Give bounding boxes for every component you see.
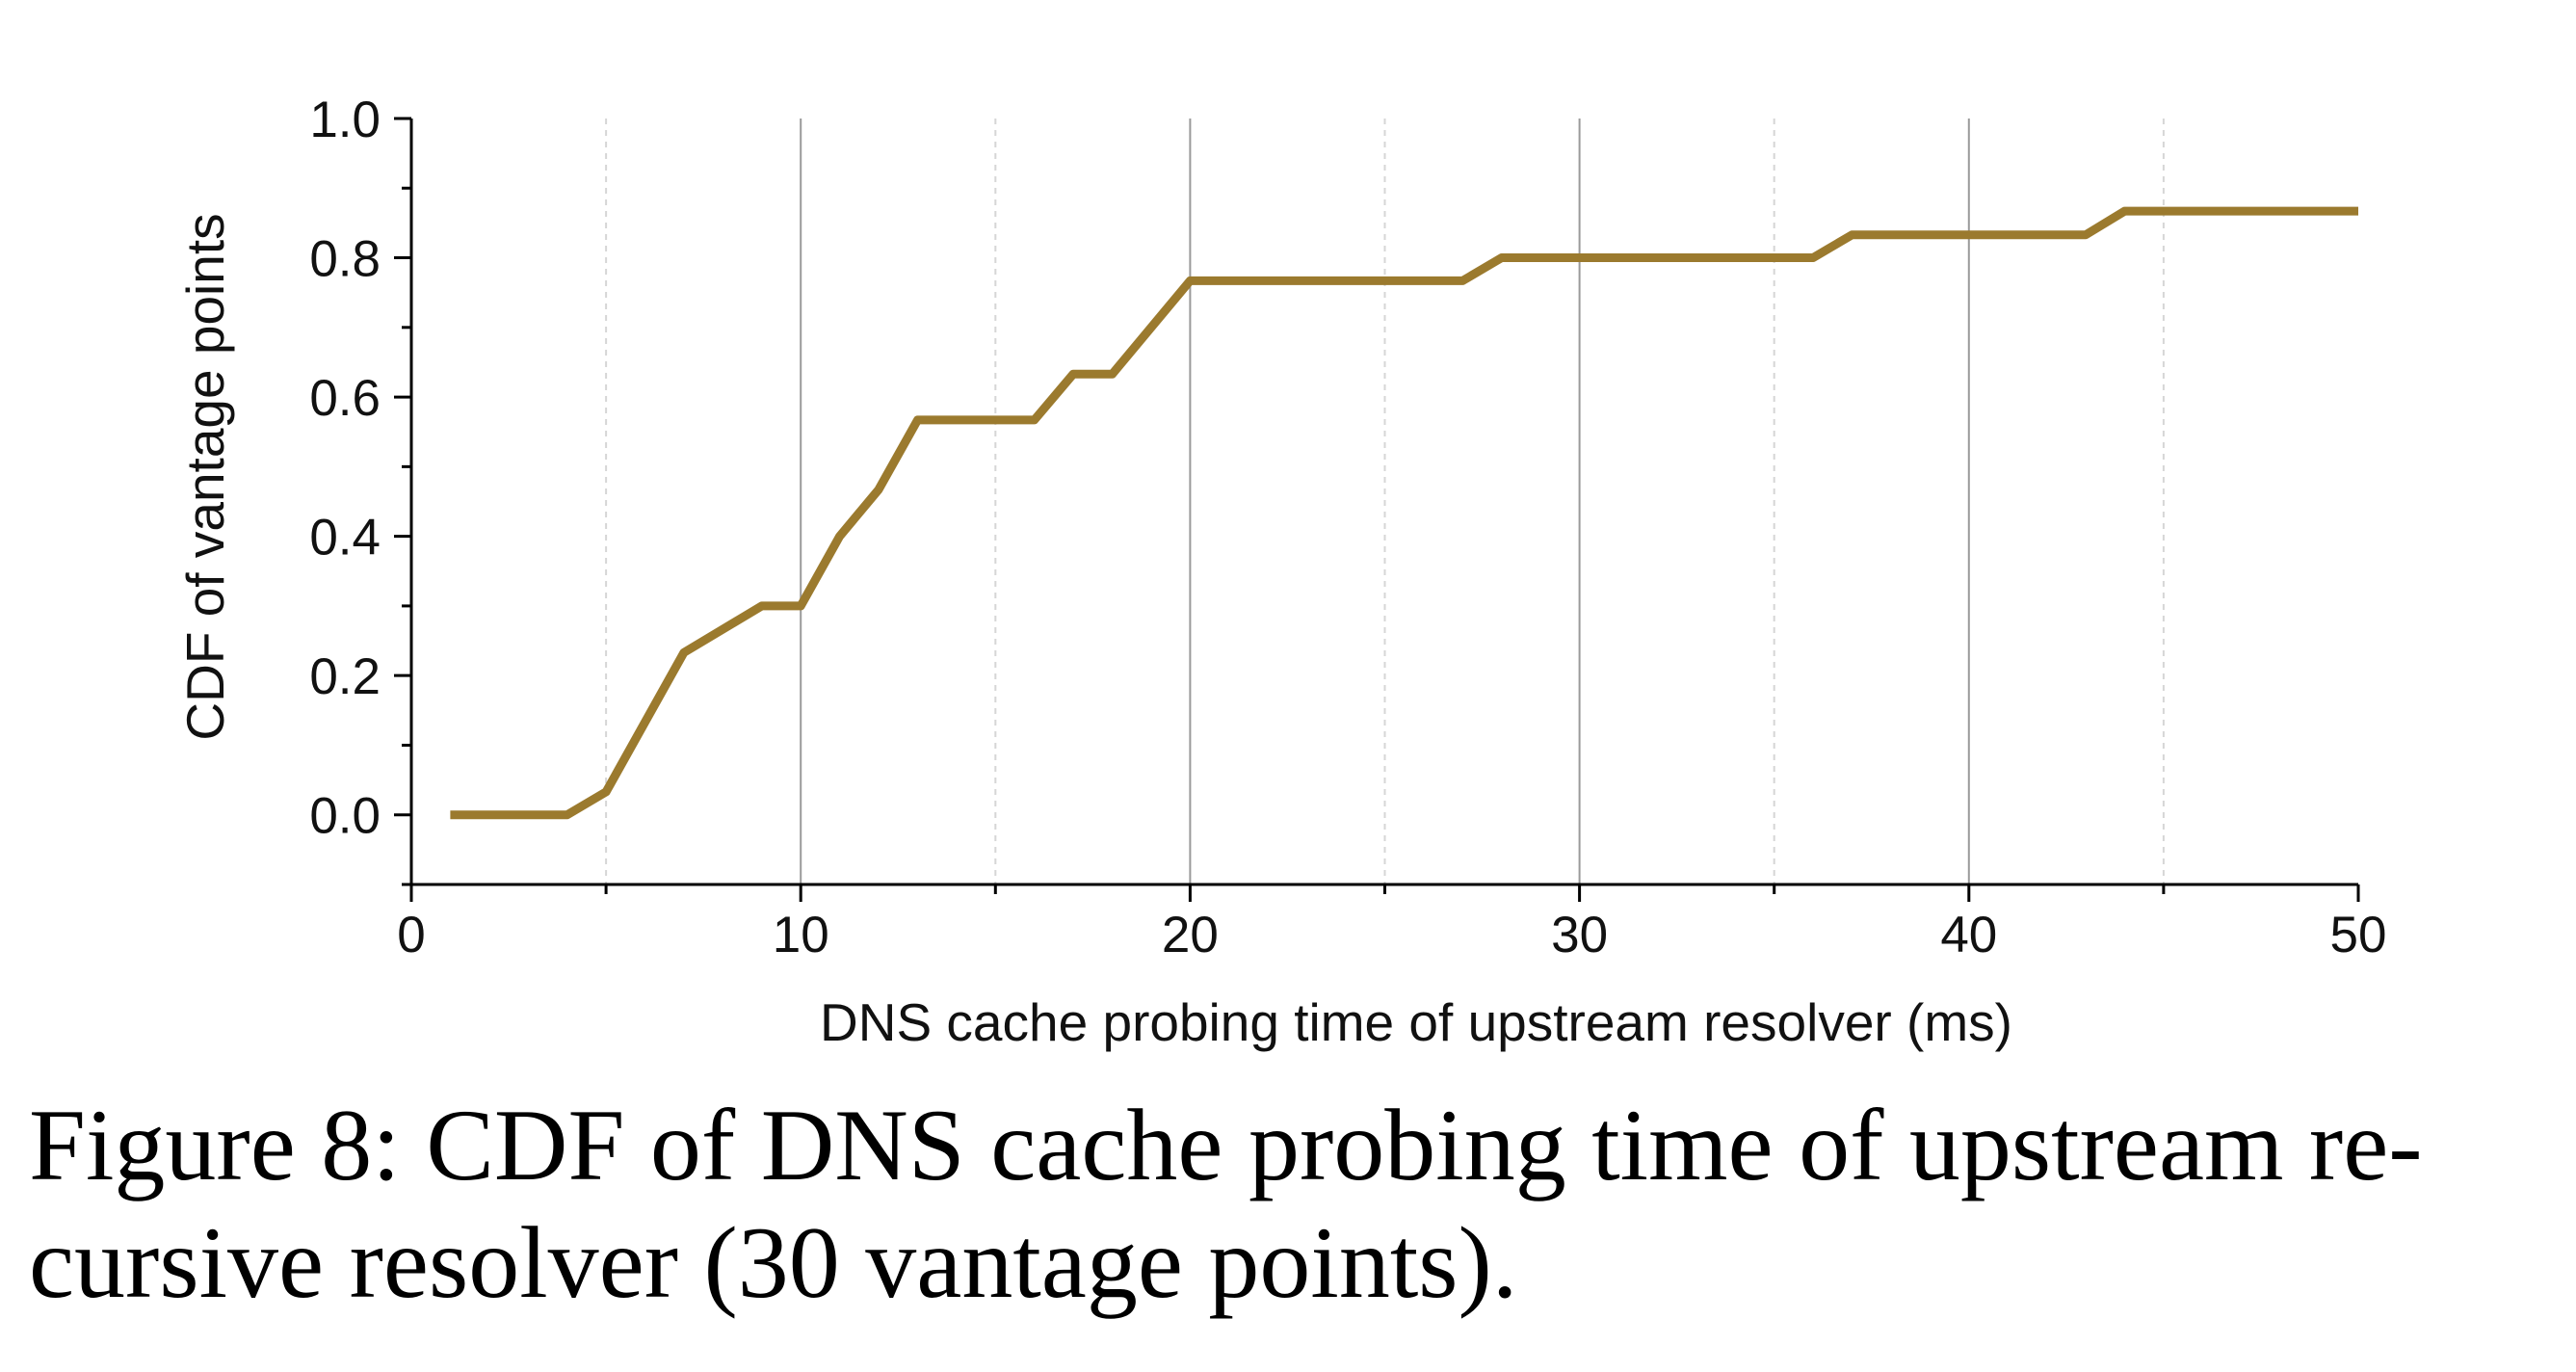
data-point: [683, 652, 684, 653]
figure-caption: Figure 8: CDF of DNS cache probing time …: [29, 1087, 2543, 1322]
cdf-chart: 0 10 20 30 40 50 0.0 0.2 0.4 0.6 0.8 1.0 DNS cache …: [175, 92, 2386, 1052]
ticks: 0 10 20 30 40 50 0.0 0.2 0.4 0.6 0.8 1.0: [309, 92, 2386, 963]
x-tick-label: 50: [2330, 907, 2387, 963]
y-tick-label: 0.0: [309, 788, 381, 845]
data-point: [1501, 257, 1502, 258]
data-point: [2358, 211, 2359, 212]
series-layer: [450, 206, 2359, 820]
y-tick-label: 1.0: [309, 92, 381, 148]
y-axis-title: CDF of vantage points: [175, 213, 235, 740]
grid: [605, 119, 2165, 884]
data-point: [1034, 419, 1035, 420]
data-point: [839, 536, 840, 537]
y-tick-label: 0.2: [309, 648, 381, 705]
cdf-series-line: [450, 206, 2358, 820]
x-tick-label: 20: [1162, 907, 1219, 963]
x-tick-label: 10: [773, 907, 829, 963]
y-tick-label: 0.4: [309, 510, 381, 567]
data-point: [1462, 280, 1463, 281]
data-point: [1112, 374, 1113, 375]
data-point: [917, 419, 918, 420]
x-tick-label: 30: [1551, 907, 1608, 963]
data-point: [1190, 280, 1191, 281]
data-point: [1073, 374, 1074, 375]
data-point: [2086, 234, 2087, 235]
x-axis-title: DNS cache probing time of upstream resol…: [820, 992, 2012, 1052]
data-point: [1813, 257, 1814, 258]
y-tick-label: 0.8: [309, 231, 381, 288]
data-point: [801, 605, 802, 606]
y-tick-label: 0.6: [309, 370, 381, 427]
data-point: [879, 489, 880, 490]
caption-line-1: Figure 8: CDF of DNS cache probing time …: [29, 1089, 2423, 1201]
data-point: [761, 605, 762, 606]
data-point: [606, 791, 607, 792]
x-tick-label: 40: [1940, 907, 1997, 963]
caption-line-2: cursive resolver (30 vantage points).: [29, 1206, 1518, 1319]
data-point: [1852, 234, 1853, 235]
data-point: [2124, 211, 2125, 212]
data-point: [566, 814, 567, 815]
x-tick-label: 0: [397, 907, 425, 963]
data-point: [450, 814, 451, 815]
